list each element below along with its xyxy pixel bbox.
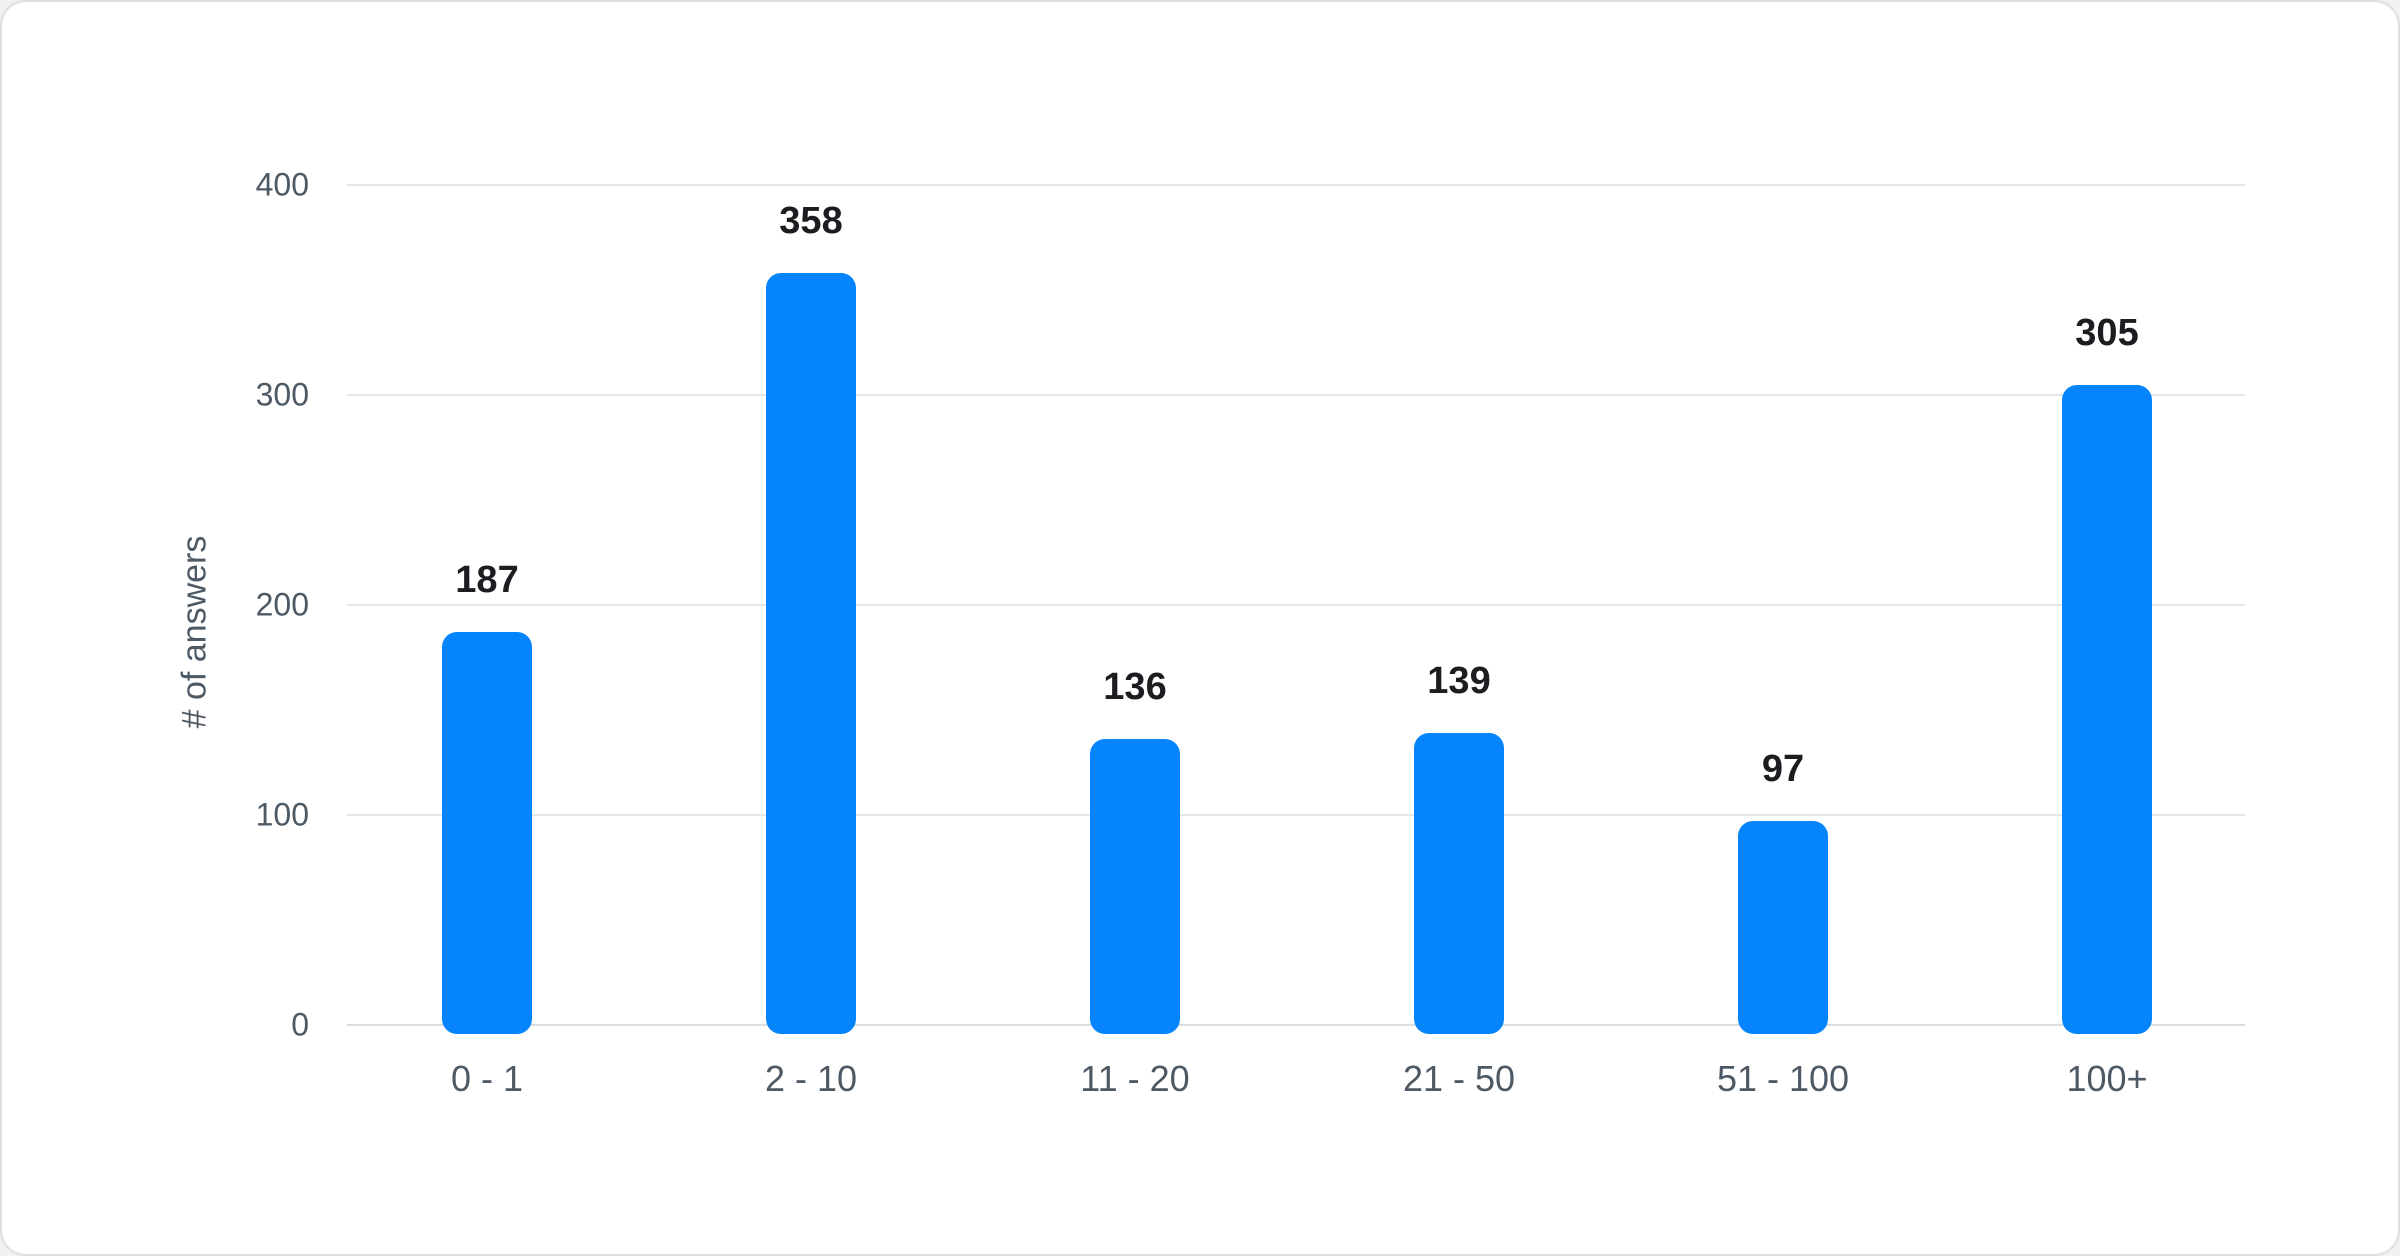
bar-value-label: 139 (1427, 660, 1491, 703)
y-tick-label-0: 0 (291, 1006, 309, 1043)
bar-column-4: 139 21 - 50 (1297, 185, 1621, 1099)
bar (1738, 821, 1828, 1034)
x-category-label: 2 - 10 (764, 1058, 858, 1099)
bar-value-label: 136 (1103, 666, 1167, 709)
bar-column-3: 136 11 - 20 (973, 185, 1297, 1099)
x-category-label: 21 - 50 (1402, 1058, 1516, 1099)
gridline-400 (347, 184, 2245, 186)
bar (1414, 733, 1504, 1034)
y-tick-label-400: 400 (255, 166, 309, 203)
bar-value-label: 97 (1761, 748, 1805, 791)
x-category-label: 51 - 100 (1716, 1058, 1850, 1099)
bar-value-label: 187 (455, 559, 519, 602)
bar-column-5: 97 51 - 100 (1621, 185, 1945, 1099)
bar-column-6: 305 100+ (1945, 185, 2269, 1099)
gridline-0 (347, 1024, 2245, 1026)
gridline-100 (347, 814, 2245, 816)
x-category-label: 11 - 20 (1080, 1058, 1190, 1099)
x-category-label: 100+ (2066, 1058, 2148, 1099)
bar (766, 273, 856, 1034)
bar-column-2: 358 2 - 10 (649, 185, 973, 1099)
y-tick-label-100: 100 (255, 796, 309, 833)
x-category-label: 0 - 1 (450, 1058, 524, 1099)
bar (1090, 739, 1180, 1034)
bar (442, 632, 532, 1034)
bar-value-label: 358 (779, 200, 843, 243)
bar (2062, 384, 2152, 1034)
y-tick-label-300: 300 (255, 376, 309, 413)
bar-column-1: 187 0 - 1 (325, 185, 649, 1099)
y-tick-label-200: 200 (255, 586, 309, 623)
y-axis-title: # of answers (175, 535, 214, 729)
bar-value-label: 305 (2075, 311, 2139, 354)
gridline-300 (347, 394, 2245, 396)
gridline-200 (347, 604, 2245, 606)
